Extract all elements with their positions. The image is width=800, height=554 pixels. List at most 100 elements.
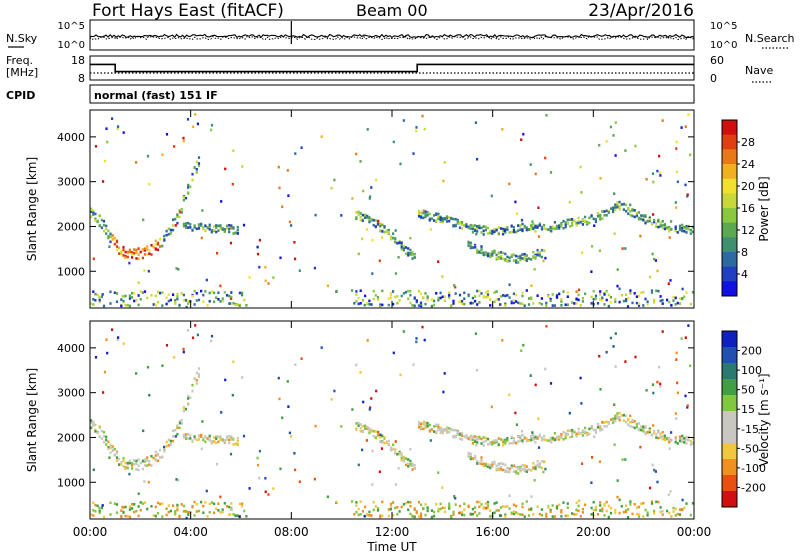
velocity-cell	[409, 501, 412, 504]
power-cell	[525, 289, 528, 292]
velocity-cell	[642, 515, 645, 518]
velocity-cell	[335, 500, 338, 504]
velocity-cell	[229, 452, 233, 456]
power-scale-tick-label: 4	[741, 268, 748, 281]
velocity-cell	[520, 349, 523, 352]
velocity-cell	[370, 514, 373, 517]
velocity-cell	[599, 509, 602, 512]
power-scale-swatch	[722, 164, 737, 180]
power-cell	[566, 303, 569, 306]
velocity-cell	[571, 429, 574, 432]
power-cell	[461, 221, 464, 224]
velocity-cell	[640, 425, 643, 428]
power-cell	[228, 227, 231, 231]
velocity-cell	[657, 436, 660, 440]
power-cell	[480, 292, 483, 295]
power-cell	[213, 300, 216, 304]
power-cell	[428, 212, 431, 216]
velocity-cell	[197, 373, 201, 376]
velocity-cell	[530, 438, 533, 442]
power-cell	[439, 296, 442, 300]
power-cell	[493, 300, 496, 304]
power-cell	[651, 172, 655, 175]
velocity-cell	[598, 354, 601, 358]
power-cell	[653, 218, 656, 222]
velocity-cell	[150, 505, 153, 508]
power-cell	[94, 219, 97, 222]
power-cell	[555, 224, 559, 228]
y-tick-label: 2000	[57, 431, 85, 444]
velocity-cell	[186, 329, 190, 332]
velocity-cell	[103, 370, 107, 374]
power-cell	[163, 239, 166, 242]
velocity-cell	[512, 470, 515, 473]
velocity-cell	[612, 417, 615, 421]
velocity-cell	[189, 437, 192, 440]
power-cell	[506, 255, 509, 259]
power-cell	[683, 225, 686, 229]
velocity-cell	[596, 426, 600, 429]
velocity-cell	[577, 427, 580, 431]
velocity-cell	[146, 365, 150, 369]
velocity-cell	[605, 500, 608, 504]
velocity-cell	[489, 440, 492, 444]
power-cell	[666, 298, 669, 302]
velocity-cell	[527, 439, 531, 442]
velocity-cell	[458, 511, 461, 515]
power-cell	[205, 278, 208, 282]
power-cell	[586, 221, 589, 225]
power-cell	[510, 300, 513, 304]
power-cell	[208, 228, 211, 231]
velocity-cell	[540, 513, 543, 517]
power-cell	[176, 295, 179, 298]
power-cell	[357, 213, 360, 216]
velocity-cell	[537, 417, 540, 420]
velocity-cell	[362, 400, 365, 404]
velocity-cell	[599, 429, 602, 432]
velocity-cell	[111, 445, 114, 448]
power-cell	[195, 227, 198, 231]
power-cell	[544, 156, 547, 160]
power-cell	[609, 300, 613, 304]
velocity-cell	[248, 487, 251, 490]
velocity-cell	[154, 514, 157, 518]
power-cell	[146, 248, 149, 251]
velocity-cell	[637, 422, 641, 425]
velocity-cell	[497, 463, 500, 466]
power-cell	[441, 275, 444, 278]
velocity-cell	[426, 509, 429, 513]
power-cell	[445, 216, 449, 220]
velocity-cell	[536, 505, 539, 508]
velocity-cell	[529, 374, 532, 377]
power-cell	[534, 230, 537, 233]
power-cell	[510, 224, 513, 228]
velocity-cell	[609, 506, 613, 510]
power-cell	[355, 299, 358, 303]
velocity-cell	[400, 452, 403, 455]
velocity-cell	[370, 428, 373, 432]
power-cell	[161, 153, 164, 156]
velocity-cell	[536, 437, 539, 440]
velocity-cell	[497, 468, 500, 471]
velocity-cell	[435, 423, 438, 426]
power-cell	[213, 291, 216, 295]
velocity-cell	[590, 425, 593, 428]
power-cell	[424, 210, 427, 213]
power-cell	[213, 228, 216, 232]
velocity-cell	[601, 509, 604, 513]
velocity-cell	[497, 509, 500, 512]
velocity-cell	[684, 394, 687, 398]
velocity-cell	[536, 459, 539, 463]
power-cell	[549, 171, 553, 174]
velocity-cell	[210, 339, 213, 343]
velocity-cell	[564, 434, 567, 437]
power-cell	[549, 227, 552, 231]
power-cell	[361, 299, 364, 302]
power-cell	[603, 303, 606, 306]
power-cell	[294, 257, 297, 261]
power-cell	[115, 300, 119, 303]
velocity-cell	[566, 502, 569, 505]
power-cell	[501, 128, 504, 131]
power-cell	[221, 297, 224, 300]
power-cell	[378, 259, 381, 263]
